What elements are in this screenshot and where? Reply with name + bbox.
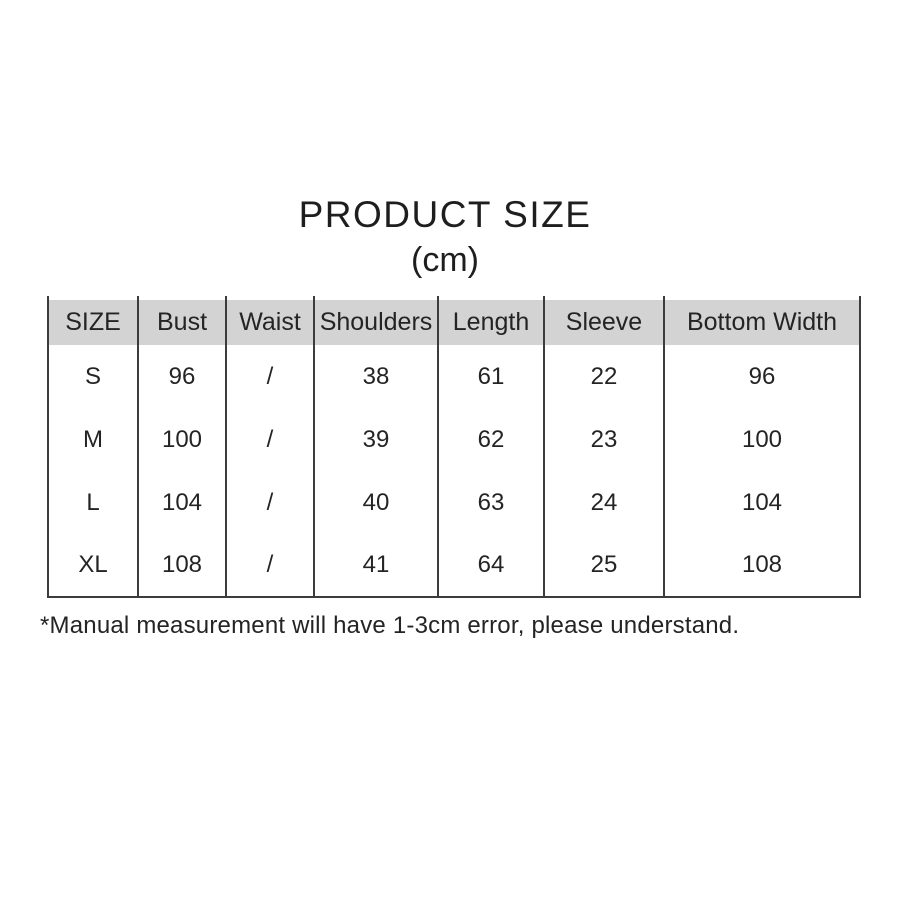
size-label: M: [47, 408, 139, 471]
column-header-waist: Waist: [225, 300, 315, 345]
bust-value: 96: [137, 345, 227, 408]
bottom-width-value: 100: [663, 408, 861, 471]
shoulders-value: 41: [313, 534, 439, 597]
table-top-spacer: [47, 296, 861, 300]
sleeve-value: 25: [543, 534, 665, 597]
unit-subtitle: (cm): [411, 241, 479, 279]
page-title: PRODUCT SIZE: [298, 194, 592, 235]
shoulders-value: 40: [313, 471, 439, 534]
shoulders-value: 39: [313, 408, 439, 471]
table-row-m: M 100 / 39 62 23 100: [47, 408, 861, 471]
table-row-s: S 96 / 38 61 22 96: [47, 345, 861, 408]
bottom-width-value: 104: [663, 471, 861, 534]
length-value: 61: [437, 345, 545, 408]
bust-value: 108: [137, 534, 227, 597]
length-value: 64: [437, 534, 545, 597]
sleeve-value: 22: [543, 345, 665, 408]
bottom-width-value: 108: [663, 534, 861, 597]
column-header-shoulders: Shoulders: [313, 300, 439, 345]
size-table: SIZE Bust Waist Shoulders Length Sleeve …: [47, 296, 861, 598]
waist-value: /: [225, 534, 315, 597]
sleeve-value: 23: [543, 408, 665, 471]
bust-value: 104: [137, 471, 227, 534]
bottom-width-value: 96: [663, 345, 861, 408]
waist-value: /: [225, 471, 315, 534]
shoulders-value: 38: [313, 345, 439, 408]
column-header-bust: Bust: [137, 300, 227, 345]
length-value: 62: [437, 408, 545, 471]
table-row-xl: XL 108 / 41 64 25 108: [47, 534, 861, 597]
sleeve-value: 24: [543, 471, 665, 534]
size-label: L: [47, 471, 139, 534]
measurement-disclaimer: *Manual measurement will have 1-3cm erro…: [40, 612, 740, 639]
column-header-length: Length: [437, 300, 545, 345]
waist-value: /: [225, 408, 315, 471]
table-row-l: L 104 / 40 63 24 104: [47, 471, 861, 534]
bust-value: 100: [137, 408, 227, 471]
column-header-bottom-width: Bottom Width: [663, 300, 861, 345]
column-header-size: SIZE: [47, 300, 139, 345]
size-label: S: [47, 345, 139, 408]
size-label: XL: [47, 534, 139, 597]
length-value: 63: [437, 471, 545, 534]
waist-value: /: [225, 345, 315, 408]
column-header-sleeve: Sleeve: [543, 300, 665, 345]
size-table-container: SIZE Bust Waist Shoulders Length Sleeve …: [47, 296, 861, 598]
table-header-row: SIZE Bust Waist Shoulders Length Sleeve …: [47, 300, 861, 345]
